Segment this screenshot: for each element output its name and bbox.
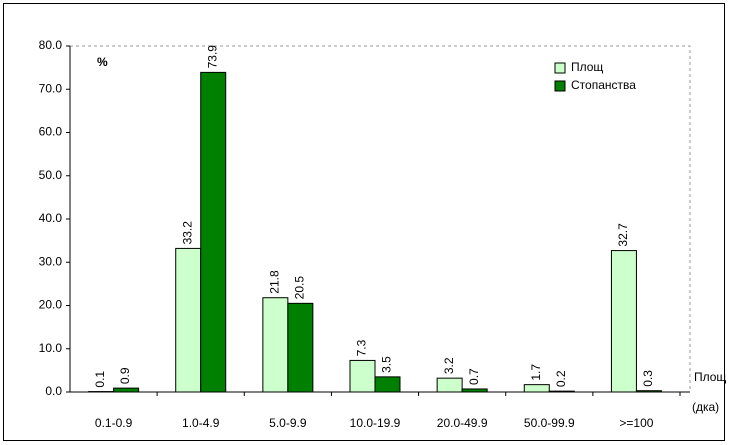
data-label: 0.3 (641, 370, 655, 387)
bar (113, 387, 140, 393)
data-label: 3.2 (442, 357, 456, 374)
y-tick-label: 10.0 (39, 341, 63, 355)
x-tick-label: 1.0-4.9 (182, 416, 220, 430)
data-label: 0.1 (93, 371, 107, 388)
x-axis-label: Площ (694, 370, 726, 384)
data-label: 1.7 (529, 364, 543, 381)
bar (461, 388, 488, 393)
bar (200, 71, 227, 393)
legend-label: Площ (571, 60, 603, 74)
data-label: 3.5 (380, 356, 394, 373)
y-tick-label: 60.0 (39, 125, 63, 139)
data-label: 33.2 (180, 221, 194, 245)
bar (175, 247, 202, 393)
bar (523, 384, 550, 393)
legend-swatch (554, 62, 566, 74)
legend-swatch (554, 80, 566, 92)
data-label: 73.9 (205, 45, 219, 69)
x-axis-unit: (дка) (692, 400, 719, 414)
data-label: 7.3 (355, 339, 369, 356)
x-tick-label: 5.0-9.9 (269, 416, 307, 430)
bar (436, 377, 463, 393)
plot-border (70, 45, 691, 392)
y-tick-label: 20.0 (39, 298, 63, 312)
y-tick-label: 40.0 (39, 211, 63, 225)
data-label: 0.2 (554, 370, 568, 387)
y-tick-label: 70.0 (39, 81, 63, 95)
y-axis-label: % (97, 55, 108, 69)
data-label: 0.9 (118, 367, 132, 384)
x-tick-label: >=100 (619, 416, 653, 430)
data-label: 0.7 (467, 368, 481, 385)
x-tick-label: 50.0-99.9 (524, 416, 575, 430)
bar (287, 302, 314, 393)
bar (374, 376, 401, 393)
bar (262, 297, 289, 393)
data-label: 21.8 (268, 270, 282, 294)
bar (635, 390, 662, 393)
y-tick-label: 30.0 (39, 254, 63, 268)
data-label: 20.5 (293, 276, 307, 300)
y-tick-label: 50.0 (39, 168, 63, 182)
legend-label: Стопанства (571, 78, 636, 92)
bar (349, 359, 376, 393)
x-tick-label: 10.0-19.9 (350, 416, 401, 430)
x-tick-label: 20.0-49.9 (437, 416, 488, 430)
y-tick-label: 80.0 (39, 38, 63, 52)
y-tick-label: 0.0 (45, 384, 62, 398)
x-tick-label: 0.1-0.9 (95, 416, 133, 430)
bar (548, 390, 575, 393)
data-label: 32.7 (616, 223, 630, 247)
bar (610, 250, 637, 393)
